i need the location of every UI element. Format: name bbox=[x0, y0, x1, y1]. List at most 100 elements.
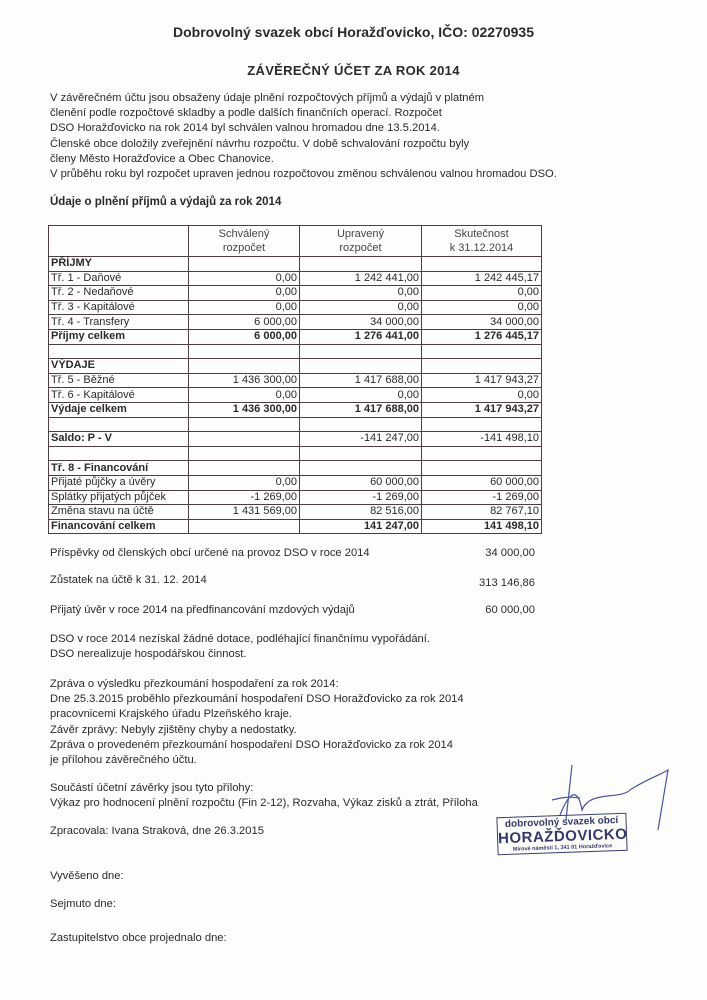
table-row: Příjmy celkem 6 000,00 1 276 441,00 1 276 4… bbox=[48, 328, 542, 345]
cell-value bbox=[299, 460, 422, 476]
table-row: Tř. 6 - Kapitálové 0,00 0,00 0,00 bbox=[48, 387, 542, 403]
cell-value bbox=[421, 358, 542, 374]
cell-value: 60 000,00 bbox=[299, 474, 422, 491]
summary-label: Zůstatek na účtě k 31. 12. 2014 bbox=[50, 574, 207, 586]
cell-value bbox=[188, 431, 300, 447]
table-row bbox=[48, 445, 542, 462]
table-row: Tř. 4 - Transfery 6 000,00 34 000,00 34 000… bbox=[48, 314, 542, 330]
cell-value: -1 269,00 bbox=[188, 489, 300, 506]
cell-value: 1 242 445,17 bbox=[421, 270, 542, 287]
row-label: Přijaté půjčky a úvěry bbox=[48, 474, 189, 491]
cell-value: 82 767,10 bbox=[421, 504, 542, 520]
cell-value bbox=[299, 445, 422, 462]
cell-value: 0,00 bbox=[421, 285, 542, 301]
cell-value: 60 000,00 bbox=[421, 474, 542, 491]
cell-value: 1 417 688,00 bbox=[299, 401, 422, 418]
table-row bbox=[48, 416, 542, 433]
row-label: Tř. 5 - Běžné bbox=[48, 372, 189, 389]
cell-value: 0,00 bbox=[299, 299, 422, 316]
cell-value bbox=[299, 416, 422, 433]
row-label: Saldo: P - V bbox=[48, 431, 189, 447]
cell-value bbox=[421, 445, 542, 462]
cell-value: 0,00 bbox=[188, 387, 300, 403]
text-line: Členské obce doložily zveřejnění návrhu … bbox=[50, 137, 470, 150]
cell-value: 141 247,00 bbox=[299, 518, 422, 535]
text-line: pracovnicemi Krajského úřadu Plzeňského … bbox=[50, 708, 292, 721]
row-label: Příjmy celkem bbox=[48, 328, 189, 345]
table-row: Změna stavu na účtě 1 431 569,00 82 516,00… bbox=[48, 504, 542, 520]
cell-value: 1 417 688,00 bbox=[299, 372, 422, 389]
text-line: Výkaz pro hodnocení plnění rozpočtu (Fin… bbox=[50, 797, 478, 810]
row-label: Tř. 4 - Transfery bbox=[48, 314, 189, 330]
row-label: Financování celkem bbox=[48, 518, 189, 535]
text-line: Součástí účetní závěrky jsou tyto příloh… bbox=[50, 782, 254, 794]
row-label: Tř. 3 - Kapitálové bbox=[48, 299, 189, 316]
table-row: PŘÍJMY bbox=[48, 256, 542, 272]
cell-value: 0,00 bbox=[299, 285, 422, 301]
text-line: DSO nerealizuje hospodářskou činnost. bbox=[50, 648, 247, 661]
cell-value: 1 436 300,00 bbox=[188, 401, 300, 418]
cell-value: 1 436 300,00 bbox=[188, 372, 300, 389]
table-row bbox=[48, 343, 542, 360]
row-label bbox=[48, 416, 189, 433]
table-row: Financování celkem 141 247,00 141 498,10 bbox=[48, 518, 542, 535]
table-row: Tř. 2 - Nedaňové 0,00 0,00 0,00 bbox=[48, 285, 542, 301]
council-date: Zastupitelstvo obce projednalo dne: bbox=[50, 932, 227, 944]
cell-value: -1 269,00 bbox=[299, 489, 422, 506]
cell-value bbox=[188, 445, 300, 462]
text-line: Zpráva o provedeném přezkoumání hospodař… bbox=[50, 738, 454, 751]
cell-value bbox=[299, 343, 422, 360]
cell-value bbox=[421, 460, 542, 476]
table-header-row: Schválený rozpočet Upravený rozpočet Skute… bbox=[48, 225, 542, 257]
cell-value bbox=[188, 518, 300, 535]
cell-value bbox=[188, 416, 300, 433]
cell-value bbox=[188, 343, 300, 360]
cell-value: 141 498,10 bbox=[421, 518, 542, 535]
cell-value: 0,00 bbox=[421, 299, 542, 316]
summary-value: 313 146,86 bbox=[479, 577, 535, 589]
cell-value: 0,00 bbox=[188, 299, 300, 316]
cell-value: -1 269,00 bbox=[421, 489, 542, 506]
row-label: Tř. 8 - Financování bbox=[48, 460, 189, 476]
cell-value: 0,00 bbox=[188, 474, 300, 491]
section-title: Údaje o plnění příjmů a výdajů za rok 20… bbox=[50, 196, 282, 208]
text-line: V průběhu roku byl rozpočet upraven jedn… bbox=[50, 168, 557, 181]
cell-value bbox=[421, 416, 542, 433]
row-label: VÝDAJE bbox=[48, 358, 189, 374]
row-label: Splátky přijatých půjček bbox=[48, 489, 189, 506]
text-line: Zpráva o výsledku přezkoumání hospodařen… bbox=[50, 678, 339, 690]
cell-value bbox=[188, 358, 300, 374]
summary-label: Přijatý úvěr v roce 2014 na předfinancov… bbox=[50, 604, 355, 616]
removed-date: Sejmuto dne: bbox=[50, 898, 116, 910]
cell-value bbox=[188, 460, 300, 476]
cell-value: 1 431 569,00 bbox=[188, 504, 300, 520]
cell-value: 1 417 943,27 bbox=[421, 401, 542, 418]
row-label: Změna stavu na účtě bbox=[48, 504, 189, 520]
signature-icon bbox=[551, 764, 669, 831]
cell-value bbox=[421, 343, 542, 360]
table-row: Přijaté půjčky a úvěry 0,00 60 000,00 60 00… bbox=[48, 474, 542, 491]
cell-value: -141 247,00 bbox=[299, 431, 422, 447]
table-row: Výdaje celkem 1 436 300,00 1 417 688,00 1 4… bbox=[48, 401, 542, 418]
cell-value: 6 000,00 bbox=[188, 328, 300, 345]
table-row: Tř. 5 - Běžné 1 436 300,00 1 417 688,00 1 4… bbox=[48, 372, 542, 389]
cell-value: 1 276 445,17 bbox=[421, 328, 542, 345]
column-header: Skutečnost k 31.12.2014 bbox=[421, 225, 542, 257]
cell-value: 1 242 441,00 bbox=[299, 270, 422, 287]
cell-value: -141 498,10 bbox=[421, 431, 542, 447]
text-line: DSO v roce 2014 nezískal žádné dotace, p… bbox=[50, 633, 430, 645]
cell-value: 0,00 bbox=[188, 270, 300, 287]
document-title: Dobrovolný svazek obcí Horažďovicko, IČO… bbox=[173, 24, 534, 40]
row-label bbox=[48, 343, 189, 360]
table-row: VÝDAJE bbox=[48, 358, 542, 374]
cell-value bbox=[299, 358, 422, 374]
table-row: Splátky přijatých půjček -1 269,00 -1 269,… bbox=[48, 489, 542, 506]
column-header bbox=[48, 225, 189, 257]
text-line: členění podle rozpočtové skladby a podle… bbox=[50, 107, 442, 120]
cell-value: 82 516,00 bbox=[299, 504, 422, 520]
table-row: Tř. 1 - Daňové 0,00 1 242 441,00 1 242 445,… bbox=[48, 270, 542, 287]
row-label: Výdaje celkem bbox=[48, 401, 189, 418]
summary-label: Příspěvky od členských obcí určené na pr… bbox=[50, 547, 370, 559]
row-label: Tř. 1 - Daňové bbox=[48, 270, 189, 287]
